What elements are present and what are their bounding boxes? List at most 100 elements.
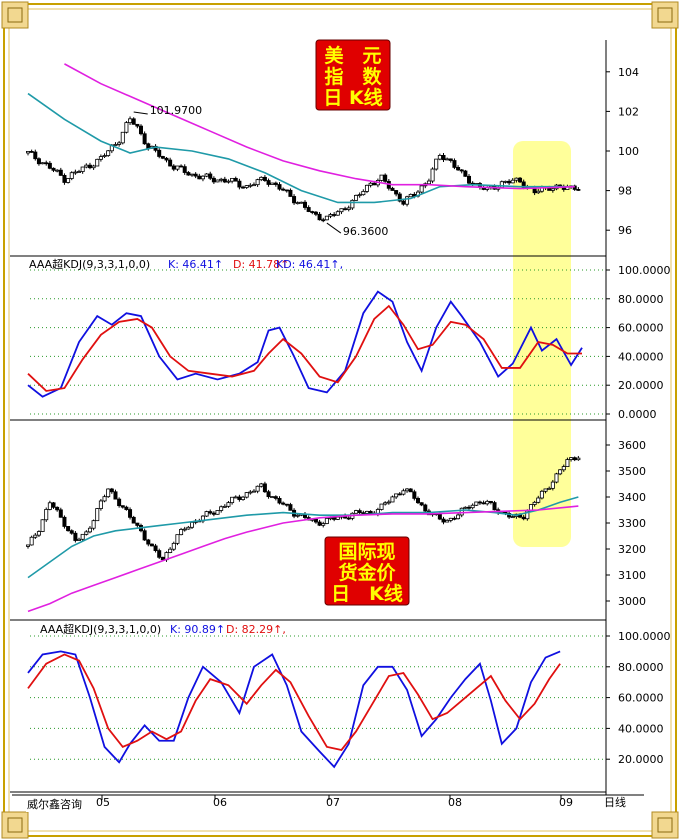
- ytick-label-3-4: 100.0000: [618, 630, 671, 643]
- candle-body: [58, 509, 63, 518]
- corner-ornament-br: [651, 811, 679, 839]
- candle-body: [576, 457, 581, 461]
- candle-body: [324, 215, 329, 221]
- candle-body: [91, 520, 96, 529]
- candle-body: [357, 510, 362, 514]
- candle-body: [135, 123, 140, 127]
- candle-body: [448, 158, 453, 161]
- candle-body: [354, 194, 359, 201]
- candle-body: [244, 185, 249, 188]
- candle-body: [492, 502, 497, 511]
- candle-body: [98, 156, 103, 160]
- candle-body: [190, 173, 195, 176]
- stamp-gold-line1: 国际现: [338, 541, 395, 563]
- candle-body: [401, 200, 406, 205]
- candle-body: [317, 521, 322, 526]
- candle-body: [328, 517, 333, 520]
- candle-body: [44, 162, 49, 165]
- x-tick-09: 09: [559, 796, 573, 809]
- ytick-label-0-3: 102: [618, 105, 639, 118]
- candle-body: [481, 502, 486, 505]
- candle-body: [459, 507, 464, 516]
- candle-body: [128, 118, 133, 124]
- candle-body: [251, 490, 256, 493]
- candle-body: [284, 503, 289, 506]
- usd-kdj-k-value: K: 46.41↑: [168, 258, 223, 271]
- candle-body: [171, 165, 176, 170]
- candle-body: [87, 164, 92, 169]
- ytick-label-1-5: 100.0000: [618, 264, 671, 277]
- candle-body: [441, 518, 446, 523]
- candle-body: [230, 177, 235, 182]
- candle-body: [368, 510, 373, 514]
- candle-body: [390, 496, 395, 503]
- usd-kdj-legend: AAA超KDJ(9,3,3,1,0,0): [29, 257, 150, 271]
- candle-body: [157, 550, 162, 558]
- highlight-band: [513, 141, 571, 547]
- candle-body: [106, 150, 111, 156]
- candle-body: [142, 530, 147, 541]
- ytick-label-2-2: 3200: [618, 543, 646, 556]
- candle-body: [36, 158, 41, 165]
- k-line-3: [27, 650, 561, 769]
- candle-body: [576, 189, 581, 191]
- candle-body: [306, 207, 311, 212]
- candle-body: [281, 502, 286, 505]
- candle-body: [222, 505, 227, 508]
- annotation-1: 96.3600: [343, 225, 389, 238]
- candle-body: [226, 180, 231, 183]
- candle-body: [437, 155, 442, 160]
- candle-body: [66, 526, 71, 532]
- candle-body: [317, 213, 322, 221]
- candle-body: [343, 208, 348, 211]
- candle-body: [197, 175, 202, 180]
- candle-body: [29, 536, 34, 546]
- candle-body: [383, 502, 388, 505]
- candle-body: [292, 196, 297, 204]
- candle-body: [441, 155, 446, 161]
- candle-body: [430, 168, 435, 182]
- stamp-usd-line2: 指 数: [324, 65, 382, 88]
- candle-body: [419, 502, 424, 506]
- candle-body: [295, 202, 300, 205]
- candle-body: [448, 517, 453, 521]
- candle-body: [390, 187, 395, 191]
- candle-body: [47, 162, 52, 169]
- candle-body: [241, 186, 246, 189]
- candle-body: [503, 180, 508, 183]
- candle-body: [55, 506, 60, 511]
- candle-body: [62, 516, 67, 527]
- candle-body: [47, 502, 52, 510]
- candle-body: [259, 176, 264, 181]
- gold-kdj-k-value: K: 90.89↑: [170, 623, 225, 636]
- candle-body: [204, 511, 209, 517]
- candle-body: [372, 182, 377, 186]
- candle-body: [182, 166, 187, 173]
- candle-body: [521, 516, 526, 520]
- ytick-label-0-4: 104: [618, 66, 639, 79]
- candle-body: [33, 151, 38, 160]
- candle-body: [91, 165, 96, 169]
- candle-body: [467, 175, 472, 184]
- candle-body: [186, 172, 191, 176]
- candle-body: [332, 517, 337, 520]
- x-tick-08: 08: [448, 796, 462, 809]
- ytick-label-3-1: 40.0000: [618, 722, 664, 735]
- candle-body: [456, 167, 461, 171]
- ytick-label-1-2: 40.0000: [618, 350, 664, 363]
- candle-body: [120, 505, 125, 508]
- stamp-usd-line1: 美 元: [324, 44, 381, 67]
- candle-body: [186, 526, 191, 530]
- candle-body: [29, 150, 34, 153]
- candle-body: [233, 496, 238, 499]
- candle-body: [467, 506, 472, 509]
- candle-body: [488, 500, 493, 504]
- candle-body: [288, 189, 293, 197]
- usd-kdj-kd-value: KD: 46.41↑,: [276, 258, 343, 271]
- candle-body: [211, 177, 216, 183]
- candle-body: [324, 518, 329, 524]
- candle-body: [437, 513, 442, 520]
- candle-body: [113, 491, 118, 500]
- candle-body: [146, 539, 151, 545]
- candle-body: [463, 170, 468, 177]
